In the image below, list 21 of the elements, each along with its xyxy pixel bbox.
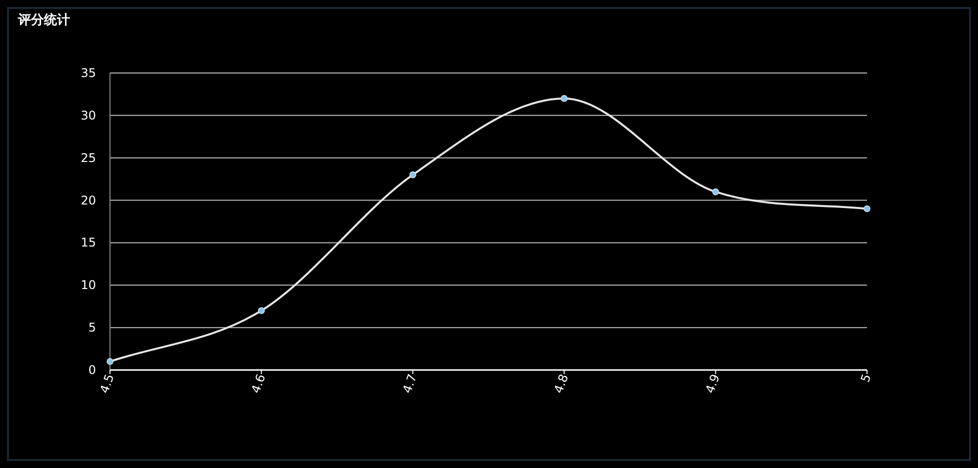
y-tick-label: 35 [80,66,96,80]
y-tick-label: 20 [80,193,96,208]
y-tick-label: 15 [80,236,96,250]
y-tick-label: 25 [80,150,96,165]
point [560,95,568,102]
point [409,171,416,178]
y-tick-label: 30 [80,108,96,122]
x-tick-label: 4.8 [551,372,572,395]
point [864,205,870,212]
y-tick-label: 10 [80,278,96,292]
chart-title: 评分统计 [17,12,70,28]
x-tick-label: 4.5 [97,372,117,395]
point [258,307,265,314]
y-tick-label: 0 [88,363,96,377]
x-tick-label: 4.9 [702,372,722,395]
x-tick-label: 4.6 [248,372,268,395]
x-tick-label: 5 [858,372,874,384]
x-tick-label: 4.7 [400,372,420,395]
point [106,358,114,365]
y-tick-label: 5 [88,320,96,335]
point [712,188,719,196]
